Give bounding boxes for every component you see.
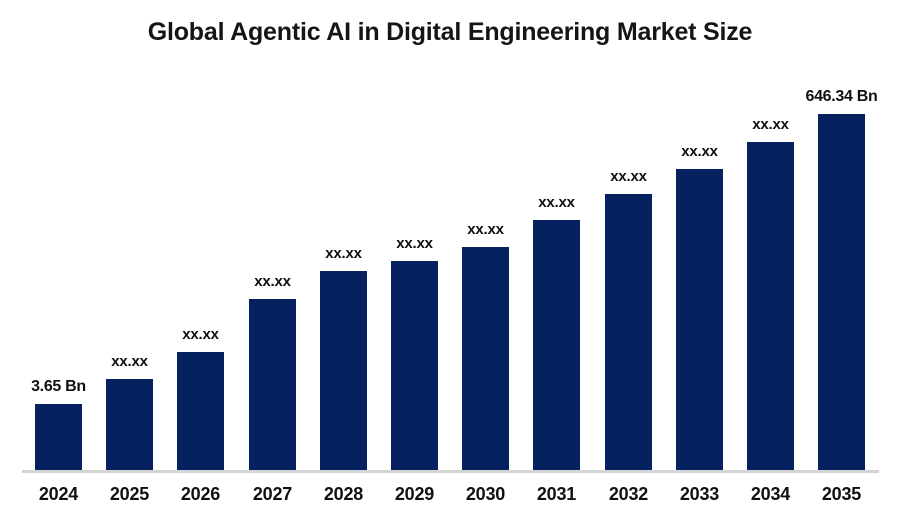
bar-category-label: 2025: [109, 484, 150, 504]
bar-category-label: 2032: [608, 484, 649, 504]
bar-value-label: xx.xx: [182, 326, 219, 343]
bar-group: xx.xx 2033: [676, 0, 723, 525]
bar-value-label: xx.xx: [467, 221, 504, 238]
bar-rect: [533, 220, 580, 470]
bar-value-label: xx.xx: [325, 245, 362, 262]
bar-rect: [747, 142, 794, 470]
bar-category-label: 2035: [821, 484, 862, 504]
bar-rect: [676, 169, 723, 470]
bar-group: xx.xx 2029: [391, 0, 438, 525]
bar-group: xx.xx 2034: [747, 0, 794, 525]
bar-value-label: xx.xx: [752, 116, 789, 133]
bar-rect: [177, 352, 224, 470]
bar-category-label: 2031: [536, 484, 577, 504]
bar-category-label: 2024: [38, 484, 79, 504]
bar-rect: [462, 247, 509, 470]
bar-value-label: 3.65 Bn: [31, 378, 86, 395]
bar-group: xx.xx 2027: [249, 0, 296, 525]
bar-value-label: xx.xx: [111, 353, 148, 370]
bar-value-label: xx.xx: [396, 235, 433, 252]
bar-group: xx.xx 2028: [320, 0, 367, 525]
bar-rect: [320, 271, 367, 470]
bar-category-label: 2028: [323, 484, 364, 504]
bar-rect: [35, 404, 82, 470]
chart-title: Global Agentic AI in Digital Engineering…: [147, 18, 753, 46]
category-axis-line: [22, 470, 879, 473]
bar-rect: [106, 379, 153, 470]
bar-category-label: 2030: [465, 484, 506, 504]
bar-value-label: xx.xx: [610, 168, 647, 185]
bar-value-label: xx.xx: [681, 143, 718, 160]
bar-group: xx.xx 2031: [533, 0, 580, 525]
bar-value-label: xx.xx: [538, 194, 575, 211]
bar-group: xx.xx 2032: [605, 0, 652, 525]
bar-category-label: 2034: [750, 484, 791, 504]
bar-rect: [605, 194, 652, 470]
bar-value-label: xx.xx: [254, 273, 291, 290]
bar-rect: [391, 261, 438, 470]
bar-category-label: 2026: [180, 484, 221, 504]
bar-category-label: 2033: [679, 484, 720, 504]
bar-group: xx.xx 2026: [177, 0, 224, 525]
bar-rect: [249, 299, 296, 470]
bar-category-label: 2027: [252, 484, 293, 504]
bar-group: xx.xx 2025: [106, 0, 153, 525]
bar-group: xx.xx 2030: [462, 0, 509, 525]
bar-group: 646.34 Bn 2035: [805, 0, 877, 525]
bar-value-label: 646.34 Bn: [805, 88, 878, 105]
bar-rect: [818, 114, 865, 470]
bar-category-label: 2029: [394, 484, 435, 504]
bar-group: 3.65 Bn 2024: [31, 0, 86, 525]
